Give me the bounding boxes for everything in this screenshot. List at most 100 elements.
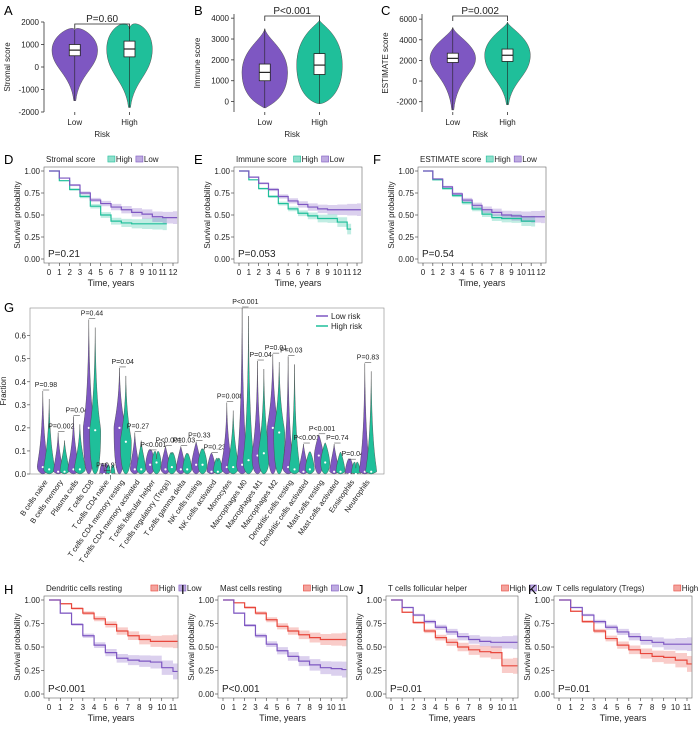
y-tick-label: 0.75 [24,620,40,629]
x-tick-label: 4 [603,703,608,712]
y-tick-label: 0.25 [214,233,230,242]
violin-high [305,452,314,474]
km-curve-low [49,171,177,218]
box-high [314,54,325,75]
y-tick-label: 0.75 [534,620,550,629]
x-tick-label: 5 [470,268,475,277]
y-tick-label: 0.50 [534,643,550,652]
panel-label-H: H [4,582,13,597]
violin-high [289,364,300,474]
x-tick-label: 11 [509,703,518,712]
y-tick-label: 0.75 [214,189,230,198]
x-tick-label: 7 [297,703,302,712]
median-dot [195,464,197,466]
x-axis-title: Time, years [275,278,322,288]
y-axis-title: Survival probability [13,181,22,248]
y-tick-label: 0.1 [15,447,27,456]
x-tick-label: Low [445,118,460,127]
x-axis-title: Time, years [259,713,306,723]
p-value-label: P<0.001 [232,299,258,306]
x-tick-label: 10 [517,268,526,277]
median-dot [201,464,203,466]
p-value-label: P=0.053 [238,249,276,260]
panel-label-I: I [181,582,185,597]
violin-high [258,369,269,474]
x-tick-label: 2 [242,703,247,712]
ci-band-low [49,171,177,224]
panel-label-B: B [194,3,203,18]
panel-label-K: K [528,582,537,597]
km-title: Dendritic cells resting [46,584,122,593]
x-tick-label: 4 [88,268,93,277]
p-value-label: P=0.54 [422,249,454,260]
x-tick-label: 0 [389,703,394,712]
median-dot [272,427,274,429]
km-curve-high [223,600,346,639]
panel-E: 0.000.250.500.751.000 1 2 3 4 5 6 7 8 9 10 11 12Time… [203,155,362,288]
y-tick-label: 0.75 [366,620,382,629]
y-tick-label: -2000 [19,108,40,117]
x-tick-label: 0 [421,268,426,277]
x-tick-label: 4 [276,268,281,277]
x-tick-label: High [499,118,515,127]
violin-high [198,449,207,474]
km-title: T cells follicular helper [388,584,467,593]
violin-high [167,452,176,474]
y-tick-label: 0 [35,63,40,72]
ci-band-high [49,171,167,230]
y-tick-label: 6000 [399,15,417,24]
panel-label-G: G [4,300,14,315]
y-tick-label: 2000 [21,18,39,27]
median-dot [118,427,120,429]
x-tick-label: 4 [92,703,97,712]
x-tick-label: 8 [307,703,312,712]
km-title: ESTIMATE score [420,155,482,164]
x-tick-label: 1 [400,703,405,712]
x-axis-title: Time, years [429,713,476,723]
median-dot [134,468,136,470]
median-dot [210,471,212,473]
p-value-label: P=0.98 [35,382,57,389]
x-axis-title: Time, years [88,713,135,723]
p-value-label: P=0.60 [86,14,118,25]
y-axis-title: Survival probability [203,181,212,248]
median-dot [63,471,65,473]
y-tick-label: 0.00 [24,255,40,264]
p-value-label: P=0.008 [217,394,243,401]
p-value-label: P=0.23 [203,444,225,451]
y-tick-label: 4000 [211,14,229,23]
y-tick-label: 0.00 [534,690,550,699]
x-tick-label: High [311,118,327,127]
p-value-label: P=0.002 [48,424,74,431]
p-value-label: P=0.04 [249,352,271,359]
legend-swatch-low [136,156,143,162]
y-tick-label: 0.50 [24,211,40,220]
km-curve-low [239,171,361,210]
median-dot [186,468,188,470]
x-tick-label: 10 [671,703,680,712]
median-dot [232,466,234,468]
median-dot [149,464,151,466]
median-dot [278,431,280,433]
x-tick-label: 5 [286,268,291,277]
y-tick-label: 0.25 [24,667,40,676]
y-tick-label: 0.50 [214,211,230,220]
x-tick-label: 3 [450,268,455,277]
x-tick-label: 0 [557,703,562,712]
panel-label-F: F [373,152,381,167]
x-tick-label: High [121,118,137,127]
y-axis-title: Survival probability [355,613,364,680]
legend-label-high: High [116,155,132,164]
p-value-label: P<0.001 [309,426,335,433]
x-tick-label: 9 [318,703,323,712]
x-tick-label: 12 [537,268,546,277]
y-tick-label: 0.2 [15,424,27,433]
km-title: Stromal score [46,155,96,164]
y-tick-label: 0.50 [398,211,414,220]
y-tick-label: 1000 [21,41,39,50]
y-tick-label: 0.00 [214,255,230,264]
y-tick-label: 0.5 [15,355,27,364]
x-tick-label: 5 [275,703,280,712]
x-tick-label: 6 [480,268,485,277]
x-tick-label: 8 [137,703,142,712]
